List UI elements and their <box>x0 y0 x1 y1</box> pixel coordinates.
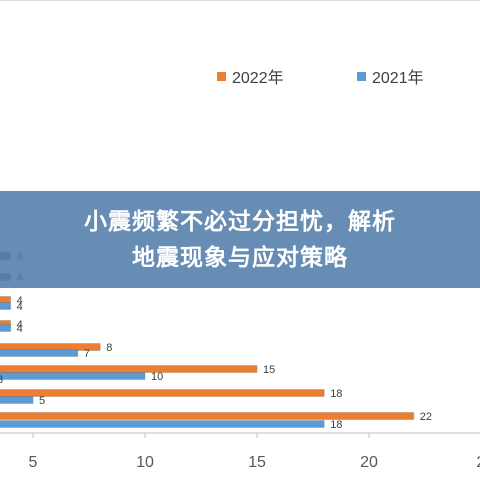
legend-label-2022: 2022年 <box>232 70 284 87</box>
x-tick-label: 10 <box>136 454 154 471</box>
bar-2022-label: 8 <box>106 342 112 354</box>
headline-line-1: 小震频繁不必过分担忧，解析 <box>84 208 396 235</box>
bar-2021 <box>0 324 12 332</box>
legend-item-2021: 2021年 <box>357 64 424 88</box>
bar-2021-label: 4 <box>17 301 23 313</box>
bar-2021-label: 18 <box>330 419 342 431</box>
bar-2022-label: 22 <box>420 411 432 423</box>
bar-2022-label: 4 <box>17 319 23 331</box>
headline-line-2: 地震现象与应对策略 <box>132 244 348 271</box>
chart-frame <box>0 0 480 1</box>
bar-2021 <box>0 372 146 380</box>
bar-2022-label: 15 <box>263 364 275 376</box>
legend-swatch-orange <box>217 71 226 81</box>
bar-2022 <box>0 412 415 420</box>
bar-2022-label: 18 <box>330 388 342 400</box>
bar-2021 <box>0 349 79 357</box>
legend-swatch-blue <box>357 71 366 81</box>
x-tick-label: 15 <box>248 454 266 471</box>
x-tick-label: 20 <box>360 454 378 471</box>
x-tick-label: 2 <box>477 454 480 471</box>
bar-2021-label: 4 <box>17 323 23 335</box>
legend-label-2021: 2021年 <box>372 70 424 87</box>
bar-2022 <box>0 296 12 304</box>
bar-2021 <box>0 302 12 310</box>
bar-2022 <box>0 320 12 328</box>
bar-2021 <box>0 396 34 404</box>
headline-banner: 小震频繁不必过分担忧，解析 地震现象与应对策略 <box>0 191 480 288</box>
bar-2022-label: 4 <box>17 295 23 307</box>
bar-2021-label: 7 <box>84 348 90 360</box>
bar-2021-label: 5 <box>39 395 45 407</box>
bar-2022 <box>0 365 258 373</box>
partial-label: 3 <box>0 374 3 386</box>
legend-item-2022: 2022年 <box>217 64 284 88</box>
bar-2021-label: 10 <box>151 371 163 383</box>
x-tick-label: 5 <box>29 454 38 471</box>
bar-2022 <box>0 389 325 397</box>
bar-2021 <box>0 420 325 428</box>
